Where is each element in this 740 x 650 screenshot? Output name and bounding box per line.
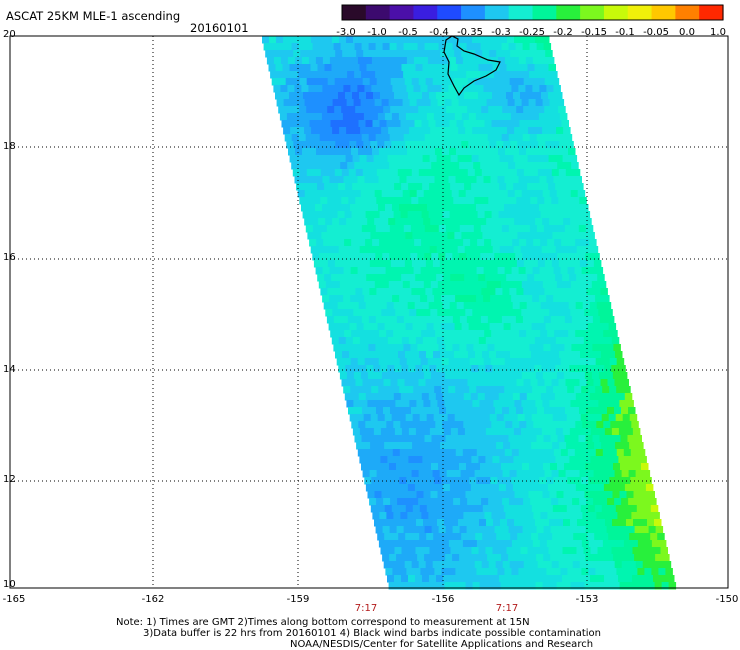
colorbar-label: -1.0 — [367, 27, 387, 38]
colorbar-swatch — [532, 5, 557, 20]
graticule — [10, 36, 728, 588]
colorbar-swatch — [580, 5, 605, 20]
colorbar-swatch — [556, 5, 581, 20]
mle-swath — [262, 36, 677, 590]
note-line-1: Note: 1) Times are GMT 2)Times along bot… — [116, 617, 530, 628]
lat-label-16: 16 — [3, 252, 16, 263]
colorbar-swatch — [342, 5, 367, 20]
lat-label-14: 14 — [3, 364, 16, 375]
colorbar-swatch — [484, 5, 510, 20]
lon-label-153: -153 — [575, 594, 599, 605]
colorbar-swatch — [461, 5, 486, 20]
colorbar-swatch — [603, 5, 629, 20]
colorbar-swatch — [437, 5, 462, 20]
colorbar-label: -0.4 — [429, 27, 449, 38]
colorbar-swatch — [651, 5, 676, 20]
chart-title: ASCAT 25KM MLE-1 ascending — [6, 9, 181, 23]
map-frame — [9, 35, 729, 589]
lat-label-10: 10 — [3, 579, 16, 590]
hawaii-coastline — [443, 35, 501, 97]
colorbar-label: -0.5 — [398, 27, 418, 38]
colorbar-swatch — [389, 5, 415, 20]
lat-label-20: 20 — [3, 29, 16, 40]
note-line-2: 3)Data buffer is 22 hrs from 20160101 4)… — [143, 628, 601, 639]
colorbar-swatch — [413, 5, 438, 20]
colorbar-swatch — [627, 5, 653, 20]
lon-label-159: -159 — [286, 594, 310, 605]
lon-label-162: -162 — [141, 594, 165, 605]
colorbar-border — [341, 4, 724, 21]
colorbar-label: -0.15 — [581, 27, 607, 38]
colorbar-label: 1.0 — [710, 27, 726, 38]
lon-label-150: -150 — [715, 594, 739, 605]
colorbar-label: -0.25 — [519, 27, 545, 38]
chart-date: 20160101 — [190, 21, 249, 35]
lat-label-12: 12 — [3, 474, 16, 485]
time-label-1: 7:17 — [354, 603, 378, 614]
colorbar-swatch — [508, 5, 534, 20]
colorbar-label: -3.0 — [336, 27, 356, 38]
colorbar-label: -0.3 — [491, 27, 511, 38]
note-line-3: NOAA/NESDIS/Center for Satellite Applica… — [290, 639, 594, 650]
colorbar-label: -0.2 — [553, 27, 573, 38]
colorbar — [341, 4, 724, 21]
lon-label-165: -165 — [2, 594, 26, 605]
colorbar-swatch — [365, 5, 391, 20]
time-label-2: 7:17 — [495, 603, 519, 614]
colorbar-swatch — [699, 5, 724, 20]
colorbar-label: 0.0 — [679, 27, 695, 38]
lon-label-156: -156 — [431, 594, 455, 605]
colorbar-swatch — [675, 5, 700, 20]
colorbar-label: -0.05 — [643, 27, 669, 38]
lat-label-18: 18 — [3, 141, 16, 152]
colorbar-label: -0.1 — [615, 27, 635, 38]
colorbar-label: -0.35 — [457, 27, 483, 38]
